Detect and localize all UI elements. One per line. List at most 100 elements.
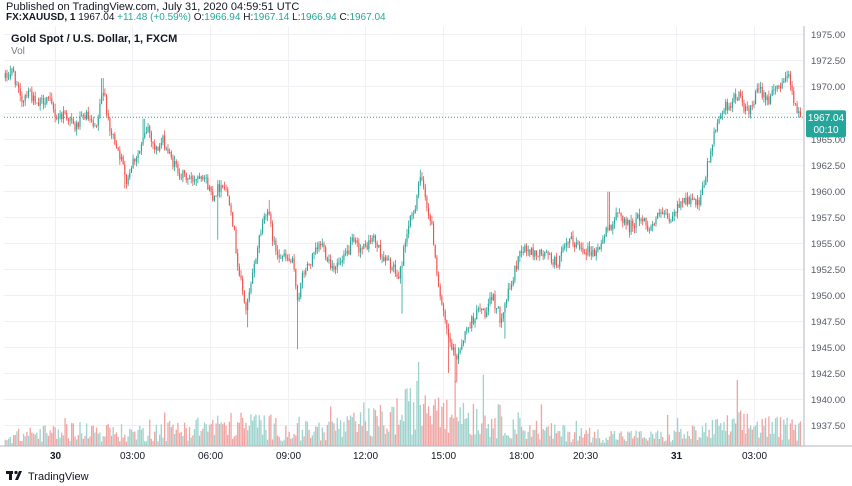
volume-bar (167, 422, 169, 446)
candle-body (598, 247, 601, 250)
volume-legend[interactable]: Vol (11, 46, 25, 57)
candle-body (776, 85, 778, 89)
high-value: 1967.14 (253, 12, 290, 23)
candle-body (537, 255, 539, 257)
volume-bar (230, 412, 232, 446)
volume-bar (301, 429, 304, 446)
volume-bar (305, 420, 307, 446)
chart-legend-title[interactable]: Gold Spot / U.S. Dollar, 1, FXCM (11, 33, 178, 45)
candle-body (768, 96, 770, 104)
candle-body (693, 199, 695, 200)
volume-bar (115, 432, 118, 446)
candle-body (418, 182, 420, 196)
candle-body (66, 112, 68, 119)
candle-body (655, 218, 657, 224)
candle-body (389, 259, 391, 270)
candle-body (373, 235, 375, 238)
volume-bar (388, 431, 390, 446)
candle-body (723, 110, 725, 114)
volume-bar (673, 430, 675, 446)
volume-bar (610, 431, 612, 446)
candle-body (258, 235, 260, 249)
volume-bar (6, 440, 8, 446)
volume-bar (228, 421, 231, 446)
symbol-label[interactable]: FX:XAUUSD, 1 (6, 12, 76, 23)
volume-bar (759, 432, 762, 446)
volume-bar (467, 412, 470, 446)
candle-body (288, 258, 290, 262)
volume-bar (152, 440, 154, 446)
candle-body (175, 161, 177, 165)
candle-body (547, 251, 549, 255)
volume-bar (27, 435, 30, 446)
candle-body (381, 256, 383, 258)
candle-body (117, 147, 119, 151)
candle-body (223, 187, 225, 189)
volume-bar (741, 430, 743, 446)
volume-bar (761, 418, 763, 446)
volume-bar (329, 406, 332, 446)
volume-bar (486, 428, 488, 446)
volume-bar (617, 439, 619, 446)
candle-body (134, 158, 136, 162)
volume-bar (783, 419, 785, 446)
candle-body (252, 273, 254, 284)
candle-body (530, 247, 533, 255)
candle-body (778, 85, 780, 87)
volume-bar (608, 436, 611, 446)
volume-bar (637, 437, 639, 446)
volume-bar (407, 401, 410, 446)
candle-body (799, 111, 801, 118)
x-tick-label: 30 (50, 451, 62, 462)
volume-bar (331, 421, 333, 446)
volume-bar (122, 437, 124, 446)
volume-bar (457, 421, 460, 446)
volume-bar (268, 416, 270, 446)
candle-body (564, 246, 566, 248)
volume-bar (789, 423, 792, 446)
candle-body (22, 100, 25, 103)
volume-bar (625, 440, 627, 446)
candle-body (222, 185, 224, 188)
candle-body (414, 209, 416, 214)
candle-body (532, 247, 534, 257)
footer-branding[interactable]: TradingView (6, 470, 89, 484)
candle-body (791, 85, 793, 92)
volume-bar (85, 423, 88, 446)
volume-bar (520, 426, 523, 446)
candle-body (603, 236, 606, 239)
volume-bar (110, 435, 113, 446)
volume-bar (67, 438, 70, 446)
volume-bar (449, 417, 451, 446)
candle-body (311, 253, 313, 266)
volume-bar (456, 417, 458, 446)
candle-body (114, 134, 116, 145)
candle-body (590, 251, 592, 256)
candle-body (484, 308, 486, 318)
volume-bar (187, 440, 189, 446)
candle-body (273, 240, 275, 242)
volume-bar (661, 436, 664, 446)
candle-body (424, 186, 426, 198)
volume-bar (798, 423, 800, 446)
candle-body (64, 111, 66, 113)
candle-body (706, 161, 709, 178)
volume-bar (419, 404, 421, 446)
volume-bar (555, 433, 558, 446)
volume-bar (255, 414, 257, 446)
candle-body (592, 249, 594, 256)
candle-body (662, 212, 664, 215)
candle-body (798, 111, 800, 113)
candle-body (555, 256, 557, 266)
volume-bar (711, 420, 714, 446)
volume-bar (46, 433, 48, 446)
candle-body (562, 247, 564, 252)
volume-bar (786, 417, 788, 446)
volume-bar (545, 427, 548, 446)
x-tick-label: 15:00 (431, 451, 456, 462)
volume-bar (665, 440, 667, 446)
volume-bar (733, 418, 735, 446)
candle-body (595, 250, 597, 257)
volume-bar (134, 431, 136, 446)
